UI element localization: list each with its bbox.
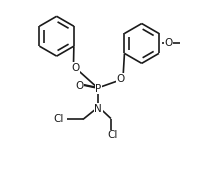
Text: P: P (95, 84, 101, 94)
Text: O: O (72, 63, 80, 73)
Text: O: O (117, 74, 125, 84)
Text: O: O (75, 81, 83, 91)
Text: N: N (94, 104, 102, 114)
Text: Cl: Cl (108, 130, 118, 140)
Text: Cl: Cl (53, 114, 63, 125)
Text: O: O (164, 38, 173, 49)
